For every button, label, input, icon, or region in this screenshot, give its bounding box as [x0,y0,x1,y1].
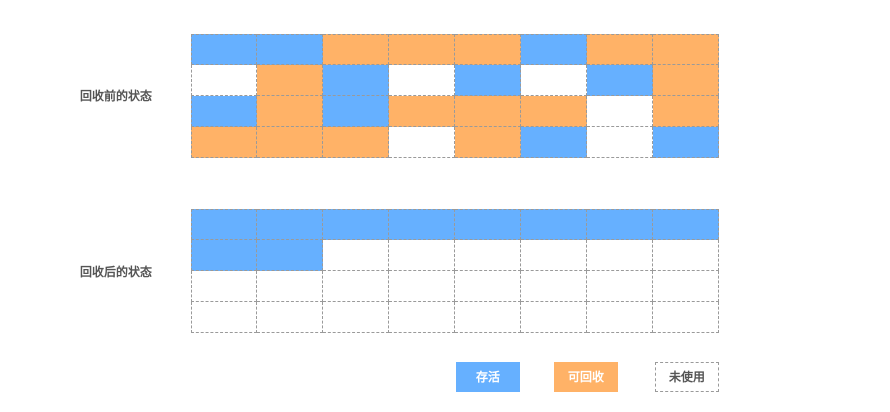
after-collection-label: 回收后的状态 [80,265,153,279]
after-cell-unused [323,302,389,333]
legend-alive: 存活 [456,362,520,392]
before-cell-unused [389,65,455,96]
after-cell-alive [191,240,257,271]
before-cell-alive [521,127,587,158]
after-cell-alive [323,209,389,240]
after-cell-unused [191,302,257,333]
after-cell-unused [389,240,455,271]
after-cell-alive [191,209,257,240]
before-cell-unused [389,127,455,158]
before-cell-alive [257,34,323,65]
after-cell-alive [257,240,323,271]
before-cell-reclaimable [389,34,455,65]
after-cell-alive [521,209,587,240]
after-cell-unused [587,302,653,333]
memory-grid-after [191,209,719,333]
before-cell-alive [653,127,719,158]
before-cell-reclaimable [653,65,719,96]
after-cell-unused [389,271,455,302]
after-cell-unused [257,302,323,333]
after-cell-unused [521,271,587,302]
before-cell-alive [521,34,587,65]
before-cell-reclaimable [455,127,521,158]
after-cell-unused [455,240,521,271]
after-cell-unused [257,271,323,302]
before-collection-label: 回收前的状态 [80,89,153,103]
before-cell-alive [587,65,653,96]
before-cell-reclaimable [323,127,389,158]
before-cell-unused [587,127,653,158]
after-cell-unused [521,302,587,333]
after-cell-unused [455,302,521,333]
after-cell-unused [191,271,257,302]
after-cell-unused [587,271,653,302]
before-cell-unused [191,65,257,96]
legend-reclaimable: 可回收 [554,362,618,392]
before-cell-reclaimable [587,34,653,65]
before-cell-alive [323,65,389,96]
after-cell-alive [257,209,323,240]
before-cell-reclaimable [521,96,587,127]
after-cell-unused [587,240,653,271]
after-cell-alive [389,209,455,240]
after-cell-unused [323,271,389,302]
before-cell-reclaimable [257,96,323,127]
before-cell-unused [587,96,653,127]
after-cell-unused [389,302,455,333]
after-cell-unused [653,240,719,271]
before-cell-reclaimable [323,34,389,65]
after-cell-unused [653,271,719,302]
before-cell-unused [521,65,587,96]
before-cell-alive [191,34,257,65]
before-cell-reclaimable [653,96,719,127]
after-cell-unused [455,271,521,302]
after-cell-alive [455,209,521,240]
before-cell-reclaimable [455,96,521,127]
before-cell-reclaimable [191,127,257,158]
after-cell-alive [587,209,653,240]
legend-unused: 未使用 [655,362,719,392]
memory-grid-before [191,34,719,158]
before-cell-reclaimable [257,65,323,96]
before-cell-alive [191,96,257,127]
after-cell-alive [653,209,719,240]
after-cell-unused [521,240,587,271]
after-cell-unused [653,302,719,333]
before-cell-alive [455,65,521,96]
before-cell-reclaimable [653,34,719,65]
before-cell-reclaimable [257,127,323,158]
after-cell-unused [323,240,389,271]
before-cell-alive [323,96,389,127]
before-cell-reclaimable [455,34,521,65]
before-cell-reclaimable [389,96,455,127]
